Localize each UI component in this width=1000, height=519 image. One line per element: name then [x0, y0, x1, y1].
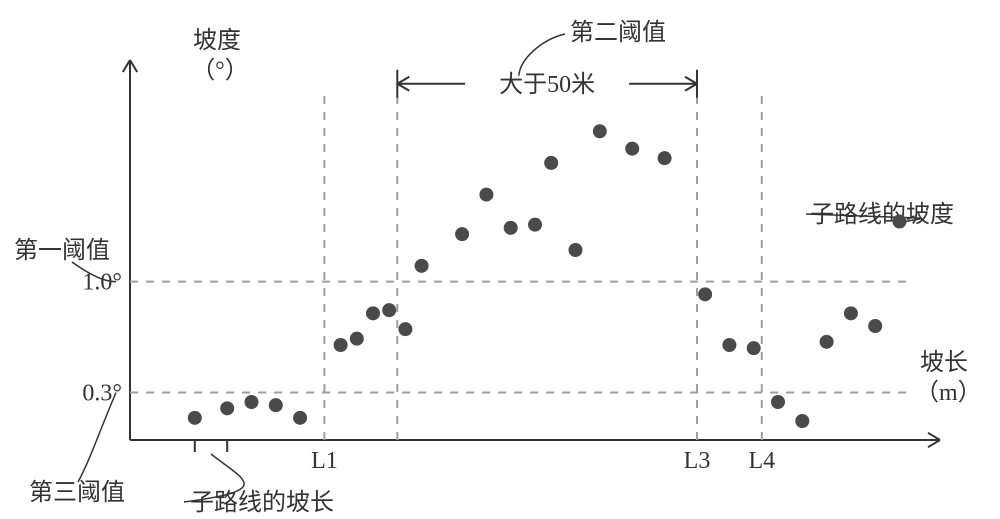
x-axis-label: 坡长 （m） [915, 349, 982, 406]
first-threshold-label: 第一阈值 [14, 237, 110, 264]
data-point [625, 142, 639, 156]
data-point [334, 338, 348, 352]
x-tick-label: L3 [684, 448, 711, 474]
bracket-arrow-left [397, 77, 465, 91]
data-point [722, 338, 736, 352]
sub-slope-length-label: 子路线的坡长 [190, 489, 334, 516]
data-point [245, 395, 259, 409]
data-point [795, 414, 809, 428]
data-point [293, 411, 307, 425]
data-point [747, 341, 761, 355]
data-point [868, 319, 882, 333]
third-threshold-label: 第三阈值 [29, 479, 125, 506]
x-axis [130, 433, 940, 447]
data-point [504, 221, 518, 235]
y-axis-label: 坡度 （°） [191, 27, 249, 84]
slope-scatter-chart: 坡度 （°） 第二阈值 坡长 （m） 第一阈值 第三阈值 子路线的坡度 子路线的… [0, 0, 1000, 519]
bracket-label: 大于50米 [499, 71, 595, 98]
data-point [188, 411, 202, 425]
second-threshold-label: 第二阈值 [570, 19, 666, 46]
data-point [415, 259, 429, 273]
y-axis [123, 60, 137, 440]
leader-second-threshold [519, 34, 565, 76]
data-point [398, 322, 412, 336]
x-tick-label: L4 [748, 448, 775, 474]
data-point [698, 287, 712, 301]
x-tick-label: L1 [311, 448, 338, 474]
data-point [569, 243, 583, 257]
data-point [382, 303, 396, 317]
y-tick-label: 1.0° [82, 270, 122, 296]
bracket-arrow-right [629, 77, 697, 91]
data-point [893, 215, 907, 229]
data-point [593, 124, 607, 138]
data-point [269, 398, 283, 412]
data-point [820, 335, 834, 349]
plot-area: 0.3°1.0°L1L3L4大于50米 [72, 34, 940, 502]
data-point [544, 156, 558, 170]
data-point [220, 401, 234, 415]
data-point [528, 218, 542, 232]
data-point [350, 332, 364, 346]
data-point [771, 395, 785, 409]
data-point [479, 188, 493, 202]
data-point [844, 306, 858, 320]
data-point [455, 227, 469, 241]
data-point [658, 151, 672, 165]
data-point [366, 306, 380, 320]
